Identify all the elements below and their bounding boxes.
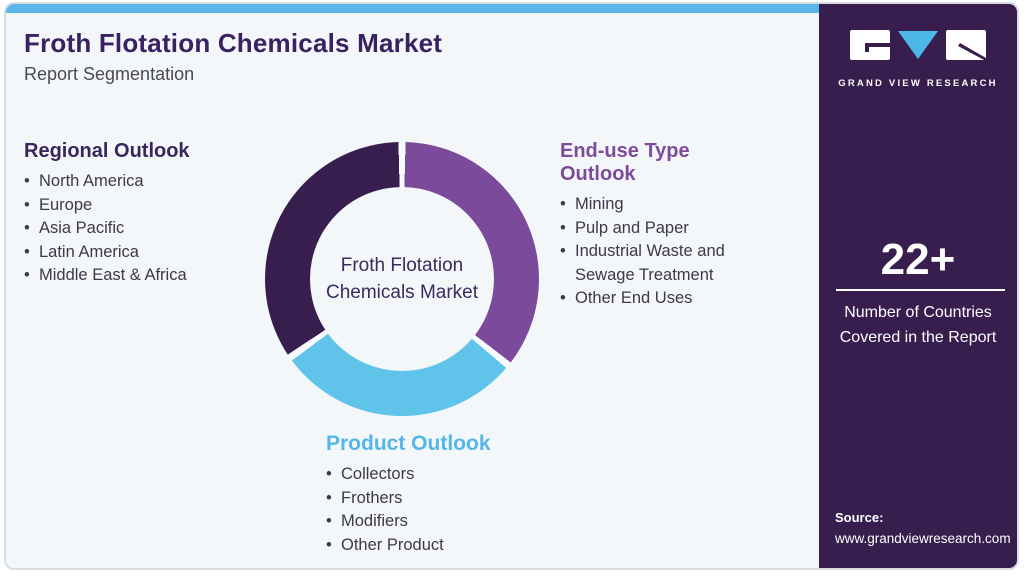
source-url: www.grandviewresearch.com — [835, 531, 1011, 546]
source-block: Source: www.grandviewresearch.com — [835, 510, 1011, 546]
list-item: Pulp and Paper — [560, 217, 765, 241]
list-item: Other End Uses — [560, 287, 765, 311]
list-item: Mining — [560, 193, 765, 217]
donut-chart: Froth Flotation Chemicals Market — [265, 142, 539, 416]
enduse-outlook-list: Mining Pulp and Paper Industrial Waste a… — [560, 193, 765, 311]
source-label: Source: — [835, 510, 884, 525]
list-item: Collectors — [326, 463, 546, 487]
enduse-outlook-heading: End-use Type Outlook — [560, 140, 690, 185]
donut-center-label: Froth Flotation Chemicals Market — [325, 255, 479, 303]
gvr-logo-icon — [850, 30, 986, 61]
section-regional-outlook: Regional Outlook North America Europe As… — [24, 140, 254, 288]
stat-block: 22+ Number of Countries Covered in the R… — [819, 236, 1017, 350]
list-item: Asia Pacific — [24, 217, 254, 241]
product-outlook-heading: Product Outlook — [326, 432, 491, 455]
product-outlook-list: Collectors Frothers Modifiers Other Prod… — [326, 463, 546, 557]
list-item: Europe — [24, 194, 254, 218]
list-item: Modifiers — [326, 510, 546, 534]
report-card: Froth Flotation Chemicals Market Report … — [4, 2, 1019, 570]
regional-outlook-list: North America Europe Asia Pacific Latin … — [24, 170, 254, 288]
section-product-outlook: Product Outlook Collectors Frothers Modi… — [326, 432, 546, 557]
section-enduse-outlook: End-use Type Outlook Mining Pulp and Pap… — [560, 140, 765, 311]
list-item: Latin America — [24, 241, 254, 265]
stat-caption: Number of Countries Covered in the Repor… — [839, 304, 997, 346]
list-item: Other Product — [326, 534, 546, 558]
list-item: Frothers — [326, 487, 546, 511]
header: Froth Flotation Chemicals Market Report … — [24, 28, 442, 85]
list-item: North America — [24, 170, 254, 194]
sidebar: GRAND VIEW RESEARCH 22+ Number of Countr… — [819, 4, 1017, 568]
stat-value: 22+ — [880, 235, 956, 284]
stat-divider — [836, 289, 1005, 291]
page-subtitle: Report Segmentation — [24, 64, 195, 84]
list-item: Middle East & Africa — [24, 264, 254, 288]
brand-name: GRAND VIEW RESEARCH — [838, 78, 998, 89]
regional-outlook-heading: Regional Outlook — [24, 140, 190, 162]
page-title: Froth Flotation Chemicals Market — [24, 28, 443, 58]
top-accent-bar — [6, 4, 1017, 13]
list-item: Industrial Waste and Sewage Treatment — [560, 240, 765, 287]
donut-chart-hole: Froth Flotation Chemicals Market — [310, 187, 494, 371]
brand-logo: GRAND VIEW RESEARCH — [819, 28, 1017, 89]
